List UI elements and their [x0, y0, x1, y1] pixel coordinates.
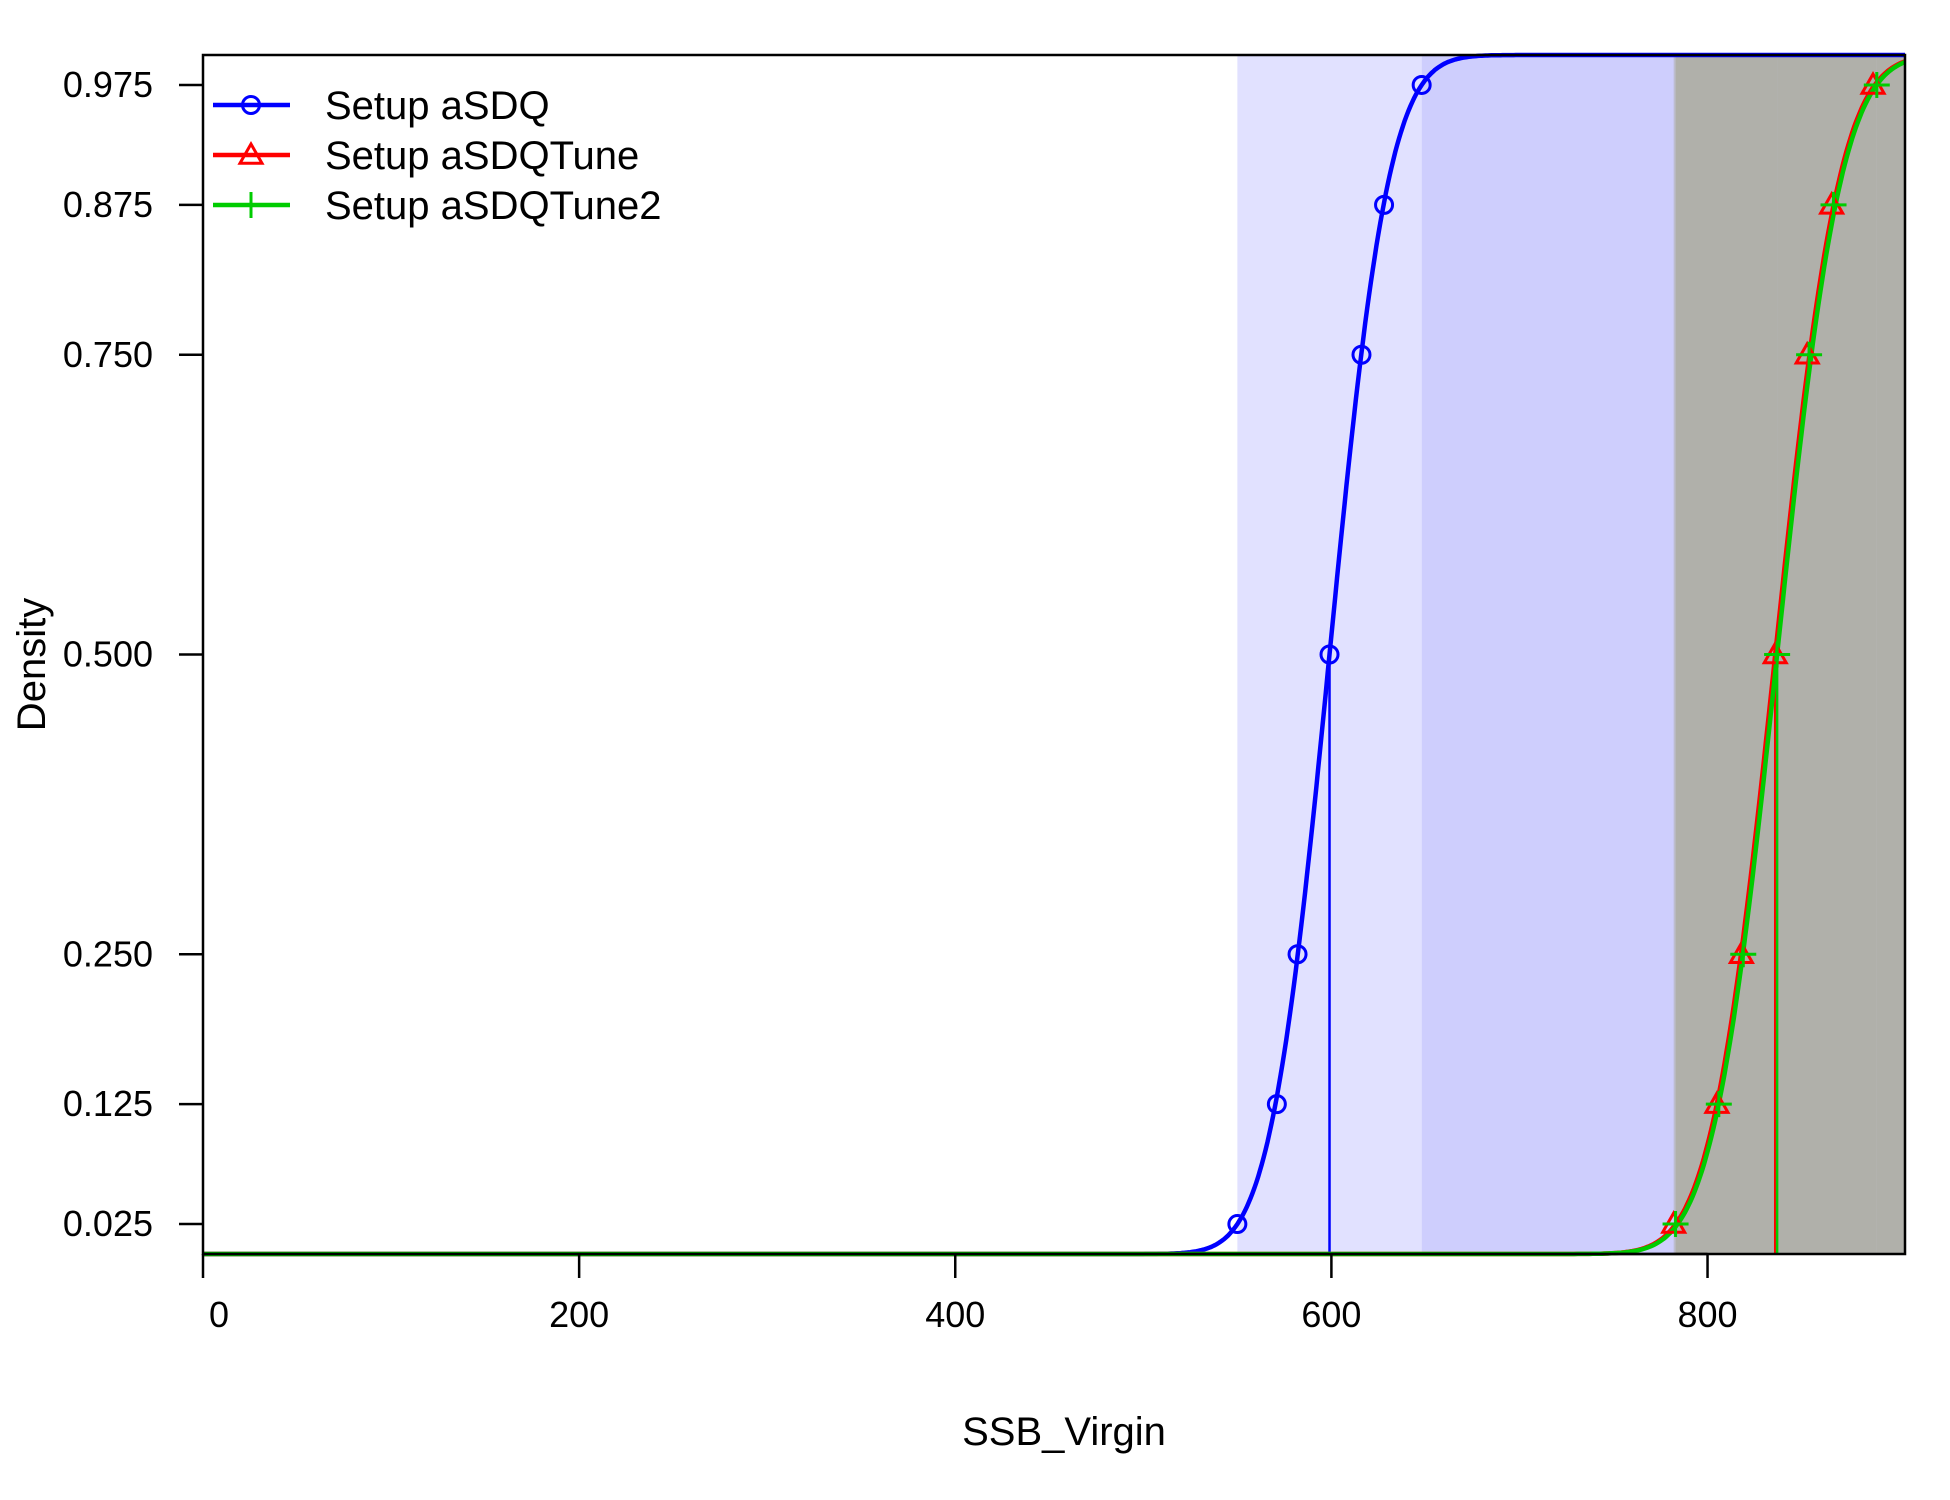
legend-label-2: Setup aSDQTune2: [325, 184, 662, 228]
y-tick-label-4: 0.750: [63, 334, 153, 375]
cdf-markers: [1227, 70, 1890, 1238]
marker-2-2: [1730, 941, 1757, 968]
credible-interval-bands: [1237, 55, 1905, 1254]
y-tick-label-5: 0.875: [63, 184, 153, 225]
legend-label-1: Setup aSDQTune: [325, 134, 639, 178]
y-tick-label-1: 0.125: [63, 1083, 153, 1124]
x-tick-label-3: 600: [1301, 1294, 1361, 1335]
x-axis: 0 200 400 600 800: [201, 1252, 1738, 1335]
marker-0-3: [1319, 644, 1340, 665]
legend-label-0: Setup aSDQ: [325, 84, 550, 128]
marker-2-1: [1705, 1091, 1732, 1118]
band-mid-0: [1329, 55, 1422, 1254]
y-tick-label-3: 0.500: [63, 634, 153, 675]
marker-2-5: [1820, 191, 1847, 218]
x-tick-label-0: 0: [209, 1294, 229, 1335]
y-tick-label-2: 0.250: [63, 933, 153, 974]
y-axis-title: Density: [10, 598, 54, 731]
marker-0-2: [1287, 944, 1308, 965]
marker-2-0: [1662, 1211, 1689, 1238]
marker-0-5: [1374, 194, 1395, 215]
band-upper-2: [1876, 55, 1905, 1254]
marker-0-4: [1351, 344, 1372, 365]
x-tick-label-4: 800: [1677, 1294, 1737, 1335]
legend-marker-1: [237, 140, 265, 165]
median-lines: [1328, 654, 1779, 1254]
x-tick-label-2: 400: [925, 1294, 985, 1335]
x-axis-title: SSB_Virgin: [962, 1410, 1166, 1454]
y-axis: 0.025 0.125 0.250 0.500 0.750 0.875 0.975: [63, 64, 203, 1244]
legend-marker-0: [241, 95, 261, 115]
band-lower-0: [1237, 55, 1330, 1254]
marker-2-3: [1764, 641, 1791, 668]
legend-marker-2: [238, 192, 264, 218]
marker-0-0: [1227, 1214, 1248, 1235]
marker-2-4: [1796, 341, 1823, 368]
x-tick-label-1: 200: [549, 1294, 609, 1335]
marker-2-6: [1863, 71, 1890, 98]
y-tick-label-0: 0.025: [63, 1203, 153, 1244]
marker-0-1: [1266, 1094, 1287, 1115]
legend: Setup aSDQ Setup aSDQTune Setup aSDQTune2: [213, 84, 662, 228]
y-tick-label-6: 0.975: [63, 64, 153, 105]
marker-0-6: [1411, 74, 1432, 95]
